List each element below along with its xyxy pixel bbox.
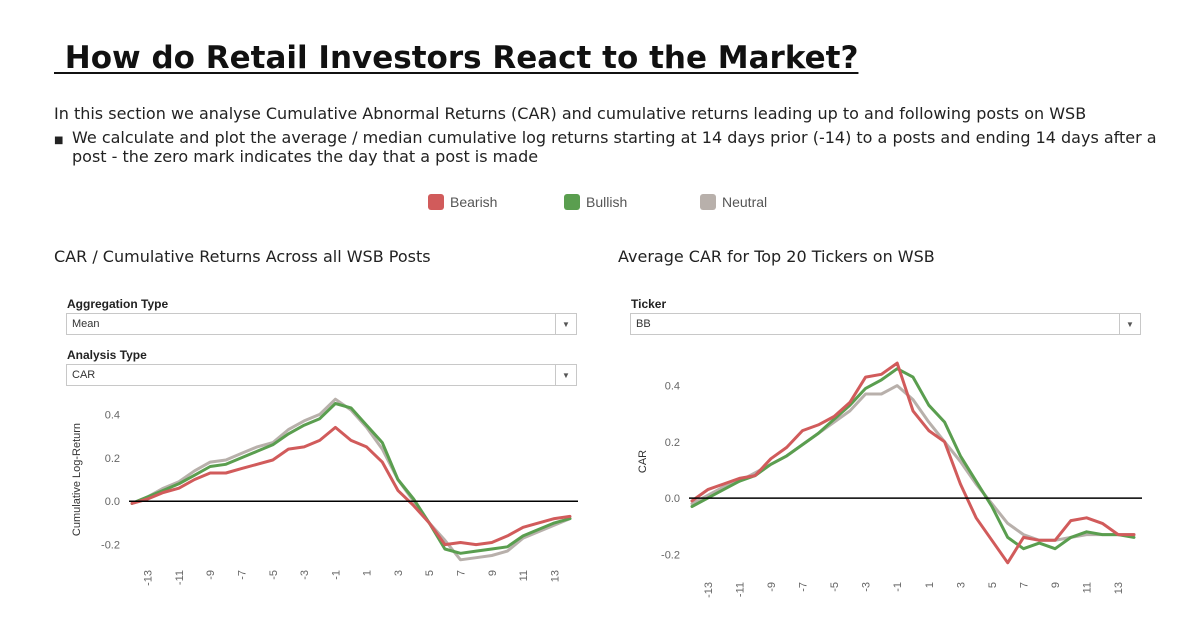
left-chart-x-tick-label: 9 (487, 570, 499, 576)
legend-item-bearish[interactable]: Bearish (428, 194, 497, 210)
right-chart-y-tick-label: 0.4 (665, 381, 680, 393)
right-chart-x-tick-label: 7 (1019, 582, 1031, 588)
left-chart-y-tick-label: 0.0 (105, 496, 120, 508)
right-chart-y-axis-label: CAR (637, 450, 649, 473)
left-chart-x-tick-label: -5 (268, 570, 280, 580)
right-chart-series-bearish[interactable] (690, 361, 1136, 565)
left-chart-x-tick-label: -11 (174, 570, 186, 585)
legend-swatch-neutral (700, 194, 716, 210)
left-chart-series-bearish[interactable] (130, 425, 572, 547)
right-chart-x-tick-label: 1 (924, 582, 936, 588)
right-chart-series-bullish[interactable] (690, 367, 1136, 551)
left-chart-x-tick-label: 11 (518, 570, 530, 581)
left-chart-x-tick-label: 7 (456, 570, 468, 576)
right-chart-x-tick-label: -9 (766, 582, 778, 592)
right-chart-x-tick-label: 5 (987, 582, 999, 588)
left-chart-y-tick-label: 0.4 (105, 409, 120, 421)
left-chart-x-tick-label: -3 (299, 570, 311, 580)
aggregation-type-dropdown[interactable]: Mean ▼ (66, 313, 577, 335)
right-chart-x-tick-label: -11 (734, 582, 746, 597)
right-chart-x-tick-label: -3 (861, 582, 873, 592)
right-chart-x-tick-label: 11 (1082, 582, 1094, 593)
intro-text: In this section we analyse Cumulative Ab… (54, 104, 1087, 123)
left-chart-x-tick-label: -13 (143, 570, 155, 586)
right-chart-x-tick-label: -7 (798, 582, 810, 592)
left-chart-x-tick-label: -1 (330, 570, 342, 580)
left-chart-x-tick-label: 1 (362, 570, 374, 576)
left-chart-y-tick-label: -0.2 (101, 540, 120, 552)
right-chart-y-tick-label: -0.2 (661, 549, 680, 561)
right-chart-x-tick-label: 9 (1050, 582, 1062, 588)
right-chart-x-tick-label: -13 (703, 582, 715, 598)
left-chart-x-tick-label: -7 (237, 570, 249, 580)
legend-item-bullish[interactable]: Bullish (564, 194, 627, 210)
legend-label-neutral: Neutral (722, 194, 768, 210)
left-chart-x-tick-label: -9 (205, 570, 217, 580)
left-chart-x-tick-label: 3 (393, 570, 405, 576)
bullet-item: ■ We calculate and plot the average / me… (54, 128, 1164, 166)
legend: Bearish Bullish Neutral (0, 194, 1200, 214)
bullet-text: We calculate and plot the average / medi… (72, 128, 1157, 166)
analysis-type-dropdown[interactable]: CAR ▼ (66, 364, 577, 386)
right-chart-y-tick-label: 0.0 (665, 493, 680, 505)
legend-label-bearish: Bearish (450, 194, 498, 210)
left-chart-y-tick-label: 0.2 (105, 453, 120, 465)
right-chart-y-tick-label: 0.2 (665, 437, 680, 449)
bullet-marker: ■ (54, 135, 64, 146)
left-chart-y-axis-label: Cumulative Log-Return (71, 423, 83, 536)
legend-swatch-bullish (564, 194, 580, 210)
legend-swatch-bearish (428, 194, 444, 210)
chevron-down-icon[interactable]: ▼ (555, 314, 576, 334)
aggregation-type-label: Aggregation Type (67, 297, 169, 311)
ticker-dropdown[interactable]: BB ▼ (630, 313, 1141, 335)
right-chart-x-tick-label: 13 (1113, 582, 1125, 594)
analysis-type-value: CAR (72, 369, 96, 381)
left-chart-title: CAR / Cumulative Returns Across all WSB … (54, 247, 431, 266)
right-chart-x-tick-label: 3 (955, 582, 967, 588)
legend-label-bullish: Bullish (586, 194, 628, 210)
right-chart-x-tick-label: -1 (892, 582, 904, 592)
left-chart-series-bullish[interactable] (130, 402, 572, 555)
aggregation-type-value: Mean (72, 318, 100, 330)
left-line-chart: Cumulative Log-Return-0.20.00.20.4-13 -11… (71, 397, 578, 586)
page-title: How do Retail Investors React to the Mar… (54, 40, 859, 76)
right-line-chart: CAR-0.20.00.20.4-13 -11 -9 -7 -5 -3 -1 1 3 5 7 9 11 1… (637, 361, 1142, 598)
left-chart-x-tick-label: 5 (424, 570, 436, 576)
ticker-label: Ticker (631, 297, 667, 311)
left-chart-x-tick-label: 13 (549, 570, 561, 582)
chevron-down-icon[interactable]: ▼ (555, 365, 576, 385)
chevron-down-icon[interactable]: ▼ (1119, 314, 1140, 334)
analysis-type-label: Analysis Type (67, 348, 147, 362)
ticker-value: BB (636, 318, 651, 330)
right-chart-title: Average CAR for Top 20 Tickers on WSB (618, 247, 935, 266)
legend-item-neutral[interactable]: Neutral (700, 194, 767, 210)
right-chart-x-tick-label: -5 (829, 582, 841, 592)
